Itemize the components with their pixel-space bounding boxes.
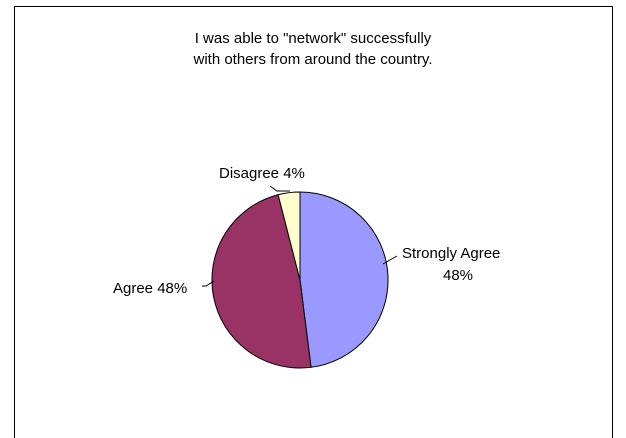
pie-slice-strongly-agree — [299, 191, 389, 368]
chart-title-line-1: I was able to "network" successfully — [194, 30, 432, 47]
data-label-disagree-percent: 4% — [283, 165, 305, 182]
leader-line-strongly-agree — [382, 255, 398, 265]
chart-title-line-2: with others from around the country. — [193, 51, 433, 68]
data-label-strongly-agree-name: Strongly Agree — [402, 245, 500, 262]
data-label-agree-percent: 48% — [157, 280, 187, 297]
data-label-agree-name: Agree — [113, 280, 153, 297]
data-label-disagree-name: Disagree — [219, 165, 279, 182]
pie-slice-agree — [211, 194, 312, 369]
data-label-disagree: Disagree 4% — [219, 165, 305, 182]
leader-line-agree — [202, 280, 215, 287]
pie-slices — [211, 191, 389, 369]
chart-title: I was able to "network" successfully wit… — [0, 28, 626, 70]
data-label-strongly-agree-percent: 48% — [443, 267, 473, 284]
data-label-agree: Agree 48% — [113, 280, 187, 297]
leader-line-disagree — [269, 185, 290, 192]
leader-lines — [202, 185, 398, 287]
pie-slice-disagree — [277, 191, 301, 281]
